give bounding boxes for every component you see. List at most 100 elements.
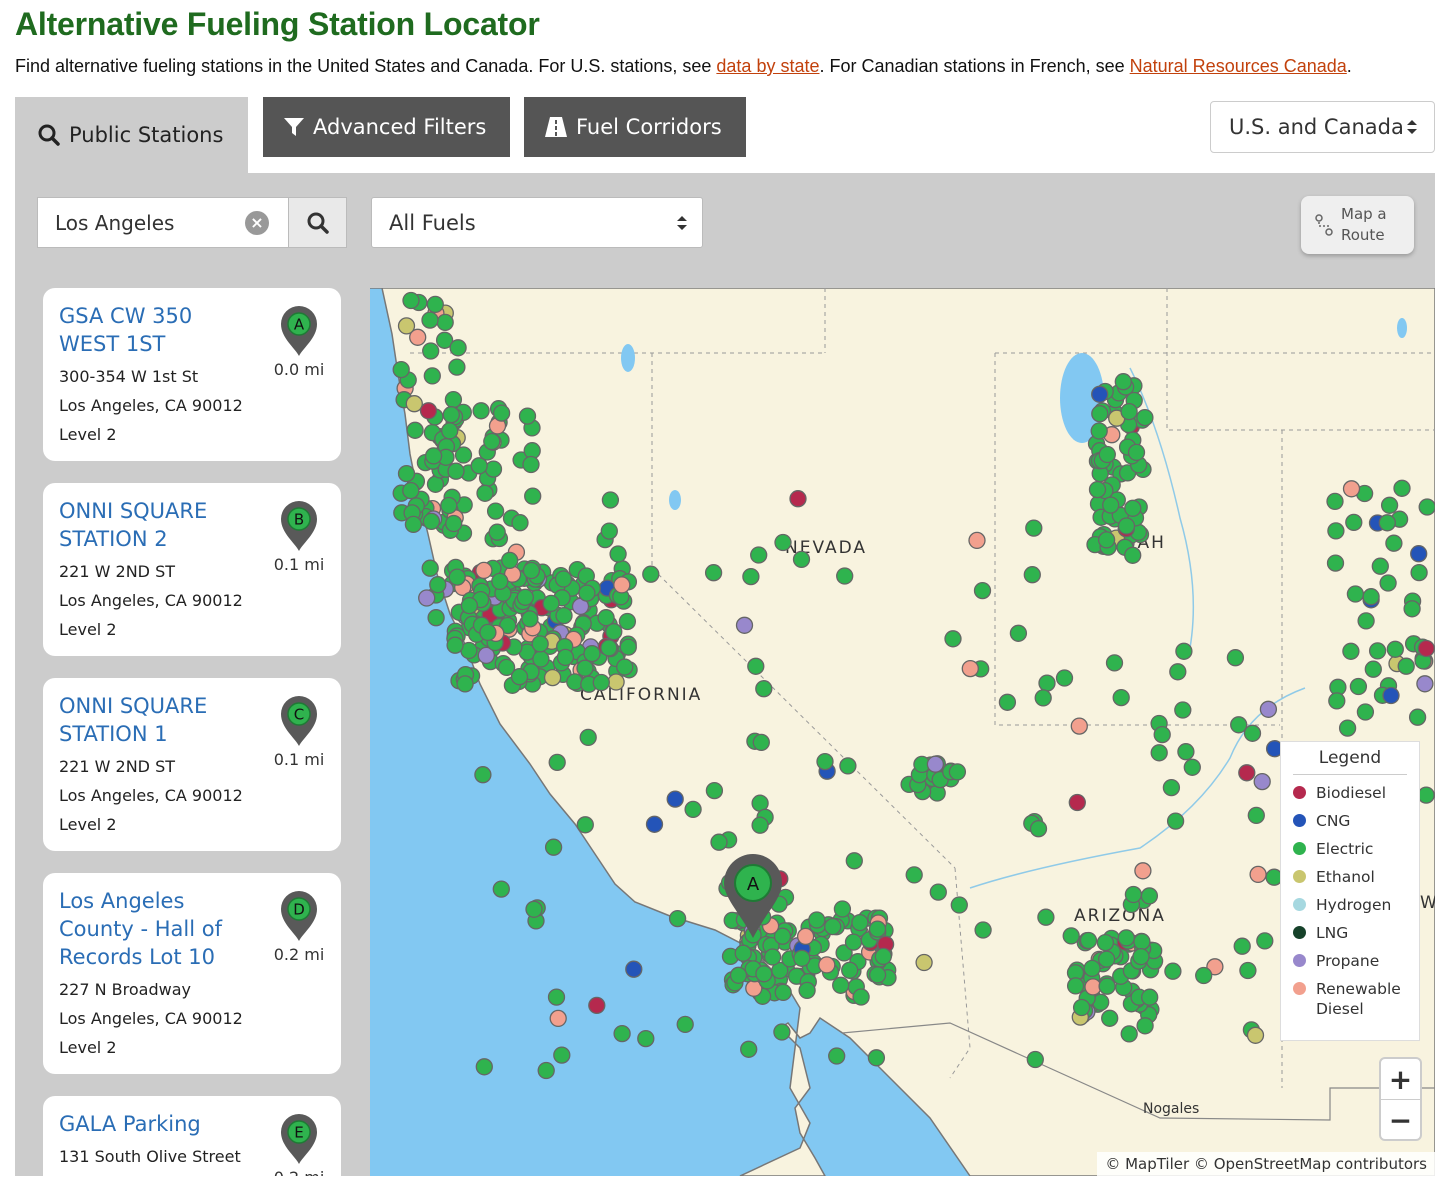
station-dot[interactable] — [440, 496, 458, 515]
station-dot[interactable] — [544, 838, 563, 856]
station-dot[interactable] — [576, 659, 594, 677]
station-dot[interactable] — [1226, 649, 1245, 667]
station-dot[interactable] — [755, 965, 773, 983]
station-dot[interactable] — [1132, 947, 1150, 966]
result-card[interactable]: GALA Parking 131 South Olive Street E 0.… — [43, 1096, 341, 1176]
station-dot[interactable] — [774, 533, 792, 552]
station-dot[interactable] — [576, 816, 594, 834]
station-dot[interactable] — [409, 328, 427, 346]
station-dot[interactable] — [705, 781, 724, 800]
station-dot[interactable] — [841, 961, 859, 979]
station-dot[interactable] — [1166, 812, 1185, 830]
station-dot[interactable] — [668, 909, 687, 928]
station-dot[interactable] — [537, 1061, 555, 1080]
station-dot[interactable] — [1083, 959, 1101, 978]
station-dot[interactable] — [501, 551, 519, 570]
station-dot[interactable] — [392, 360, 410, 379]
station-dot[interactable] — [740, 1040, 758, 1058]
station-dot[interactable] — [642, 565, 660, 583]
station-dot[interactable] — [735, 616, 754, 634]
station-dot[interactable] — [868, 966, 887, 984]
station-dot[interactable] — [818, 956, 836, 974]
station-markers[interactable] — [392, 291, 1435, 1080]
station-dot[interactable] — [1379, 574, 1397, 592]
station-dot[interactable] — [445, 514, 463, 533]
station-dot[interactable] — [1072, 998, 1091, 1017]
natural-resources-canada-link[interactable]: Natural Resources Canada — [1129, 56, 1347, 76]
station-dot[interactable] — [1037, 908, 1055, 926]
station-dot[interactable] — [423, 367, 441, 385]
station-dot[interactable] — [1079, 931, 1098, 950]
station-dot[interactable] — [518, 407, 537, 425]
station-dot[interactable] — [1256, 932, 1274, 950]
station-dot[interactable] — [404, 515, 423, 534]
station-dot[interactable] — [948, 763, 967, 781]
station-dot[interactable] — [1253, 772, 1271, 791]
station-dot[interactable] — [828, 1047, 846, 1065]
station-dot[interactable] — [449, 339, 467, 357]
station-dot[interactable] — [798, 981, 816, 1000]
station-dot[interactable] — [844, 933, 863, 951]
station-name-link[interactable]: GSA CW 350 WEST 1ST — [59, 304, 193, 356]
station-dot[interactable] — [405, 395, 423, 413]
station-dot[interactable] — [1243, 724, 1262, 742]
station-dot[interactable] — [637, 1029, 655, 1048]
station-dot[interactable] — [1195, 966, 1213, 985]
station-dot[interactable] — [1101, 1009, 1119, 1027]
station-dot[interactable] — [1397, 657, 1415, 675]
station-dot[interactable] — [1246, 1026, 1265, 1044]
station-dot[interactable] — [968, 531, 986, 550]
station-dot[interactable] — [1098, 977, 1116, 995]
station-dot[interactable] — [499, 616, 517, 635]
station-dot[interactable] — [710, 833, 728, 851]
station-dot[interactable] — [605, 623, 623, 641]
station-dot[interactable] — [1088, 480, 1107, 499]
station-dot[interactable] — [435, 331, 454, 349]
station-dot[interactable] — [421, 311, 439, 329]
station-dot[interactable] — [543, 668, 562, 687]
station-dot[interactable] — [1342, 642, 1360, 660]
station-dot[interactable] — [446, 636, 464, 654]
station-dot[interactable] — [751, 816, 769, 834]
station-dot[interactable] — [531, 635, 549, 653]
station-dot[interactable] — [1175, 642, 1193, 660]
station-dot[interactable] — [549, 1009, 567, 1028]
station-dot[interactable] — [845, 852, 863, 870]
station-dot[interactable] — [1062, 927, 1080, 945]
station-dot[interactable] — [470, 457, 488, 475]
station-dot[interactable] — [752, 733, 770, 752]
station-dot[interactable] — [1345, 513, 1363, 532]
station-dot[interactable] — [684, 800, 702, 819]
station-dot[interactable] — [422, 342, 440, 360]
station-dot[interactable] — [742, 567, 760, 586]
station-dot[interactable] — [555, 606, 573, 625]
fuel-type-select[interactable]: All Fuels — [371, 197, 703, 248]
station-dot[interactable] — [542, 594, 560, 613]
station-dot[interactable] — [750, 546, 768, 564]
station-dot[interactable] — [1124, 499, 1142, 517]
map-a-route-button[interactable]: Map a Route — [1301, 196, 1414, 254]
station-dot[interactable] — [1114, 373, 1132, 391]
station-dot[interactable] — [734, 944, 752, 962]
station-dot[interactable] — [774, 983, 792, 1002]
result-card[interactable]: ONNI SQUARE STATION 2 221 W 2ND ST Los A… — [43, 483, 341, 656]
station-dot[interactable] — [397, 317, 416, 335]
station-dot[interactable] — [579, 728, 597, 747]
station-dot[interactable] — [524, 487, 542, 505]
station-dot[interactable] — [1124, 885, 1143, 904]
station-dot[interactable] — [1023, 566, 1041, 584]
station-dot[interactable] — [521, 610, 539, 628]
data-by-state-link[interactable]: data by state — [716, 56, 820, 76]
station-dot[interactable] — [419, 402, 438, 420]
tab-advanced-filters[interactable]: Advanced Filters — [263, 97, 510, 157]
station-dot[interactable] — [773, 1023, 791, 1041]
station-dot[interactable] — [1120, 1025, 1138, 1043]
station-dot[interactable] — [1326, 492, 1344, 511]
result-card[interactable]: ONNI SQUARE STATION 1 221 W 2ND ST Los A… — [43, 678, 341, 851]
station-dot[interactable] — [944, 630, 962, 648]
station-dot[interactable] — [1133, 933, 1151, 951]
station-dot[interactable] — [1259, 700, 1278, 718]
station-dot[interactable] — [522, 561, 541, 580]
station-dot[interactable] — [427, 609, 445, 627]
station-dot[interactable] — [1386, 640, 1404, 658]
